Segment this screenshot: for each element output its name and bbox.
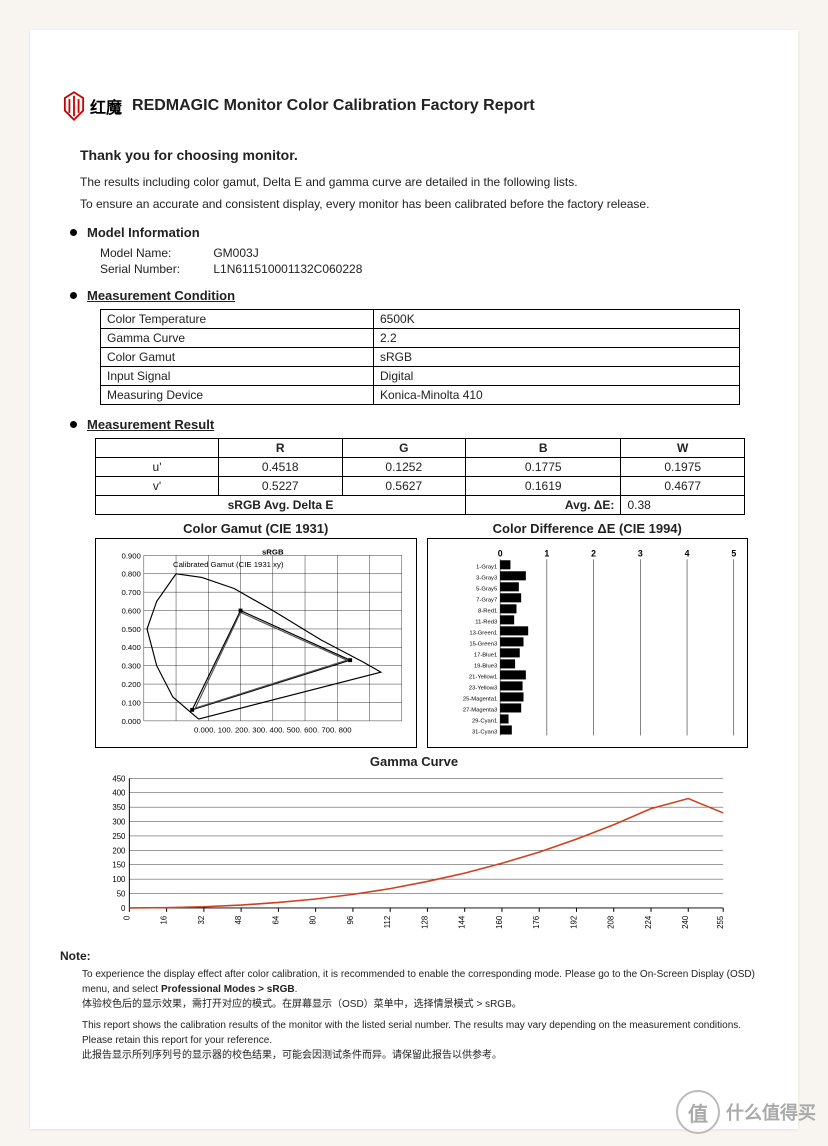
svg-text:128: 128 <box>420 915 429 929</box>
brand-logo: 红魔 <box>60 90 122 122</box>
serial-value: L1N611510001132C060228 <box>213 262 362 276</box>
svg-text:8-Red1: 8-Red1 <box>478 608 497 614</box>
svg-text:0.300: 0.300 <box>121 662 141 671</box>
bullet-icon <box>70 229 77 236</box>
svg-text:200: 200 <box>112 846 126 855</box>
svg-text:11-Red3: 11-Red3 <box>475 619 497 625</box>
intro-line1: The results including color gamut, Delta… <box>80 173 768 191</box>
svg-text:19-Blue3: 19-Blue3 <box>473 663 496 669</box>
note-heading: Note: <box>60 949 768 963</box>
bullet-icon <box>70 421 77 428</box>
redmagic-icon <box>60 90 88 122</box>
model-heading: Model Information <box>70 225 768 240</box>
svg-text:144: 144 <box>458 915 467 929</box>
svg-text:13-Green1: 13-Green1 <box>469 630 497 636</box>
svg-text:80: 80 <box>309 915 318 924</box>
svg-text:160: 160 <box>495 915 504 929</box>
bullet-icon <box>70 292 77 299</box>
gamma-title: Gamma Curve <box>95 754 733 769</box>
svg-text:0: 0 <box>497 548 502 558</box>
svg-text:150: 150 <box>112 861 126 870</box>
svg-text:Calibrated Gamut (CIE 1931 xy): Calibrated Gamut (CIE 1931 xy) <box>173 560 284 569</box>
delta-avg-value: 0.38 <box>621 496 745 515</box>
svg-text:350: 350 <box>112 803 126 812</box>
deltae-title: Color Difference ΔE (CIE 1994) <box>427 521 749 536</box>
note-2: This report shows the calibration result… <box>82 1018 768 1063</box>
result-table: RGBW u'0.45180.12520.17750.1975v'0.52270… <box>95 438 745 515</box>
svg-text:0.500: 0.500 <box>121 625 141 634</box>
intro-line2: To ensure an accurate and consistent dis… <box>80 195 768 213</box>
svg-text:112: 112 <box>383 916 392 929</box>
delta-avg-label: Avg. ΔE: <box>466 496 621 515</box>
svg-text:1: 1 <box>544 548 549 558</box>
svg-text:0.900: 0.900 <box>121 551 141 560</box>
watermark: 值 什么值得买 <box>676 1090 816 1134</box>
svg-text:0.000. 100. 200. 300. 400. 500: 0.000. 100. 200. 300. 400. 500. 600. 700… <box>194 726 352 735</box>
brand-name: 红魔 <box>90 94 122 118</box>
svg-text:192: 192 <box>569 916 578 929</box>
svg-text:27-Magenta3: 27-Magenta3 <box>462 708 496 714</box>
svg-text:5: 5 <box>731 548 736 558</box>
result-heading: Measurement Result <box>70 417 768 432</box>
svg-text:17-Blue1: 17-Blue1 <box>473 652 496 658</box>
report-title: REDMAGIC Monitor Color Calibration Facto… <box>132 97 535 115</box>
svg-text:25-Magenta1: 25-Magenta1 <box>462 696 496 702</box>
svg-text:64: 64 <box>271 915 280 924</box>
svg-text:255: 255 <box>716 915 725 929</box>
svg-text:3-Gray3: 3-Gray3 <box>476 575 497 581</box>
svg-text:0: 0 <box>122 915 131 920</box>
svg-text:15-Green3: 15-Green3 <box>469 641 497 647</box>
svg-text:21-Yellow1: 21-Yellow1 <box>468 674 496 680</box>
svg-text:23-Yellow3: 23-Yellow3 <box>468 685 496 691</box>
charts-row: Color Gamut (CIE 1931) 0.9000.8000.7000.… <box>95 521 748 748</box>
svg-text:3: 3 <box>637 548 642 558</box>
delta-label: sRGB Avg. Delta E <box>96 496 466 515</box>
svg-text:100: 100 <box>112 875 126 884</box>
watermark-badge: 值 <box>676 1090 720 1134</box>
note-1: To experience the display effect after c… <box>82 967 768 1012</box>
svg-text:16: 16 <box>160 915 169 924</box>
condition-heading: Measurement Condition <box>70 288 768 303</box>
thanks-line: Thank you for choosing monitor. <box>80 147 768 163</box>
svg-text:0.100: 0.100 <box>121 698 141 707</box>
svg-text:0.600: 0.600 <box>121 606 141 615</box>
svg-text:208: 208 <box>607 915 616 929</box>
header: 红魔 REDMAGIC Monitor Color Calibration Fa… <box>60 90 768 122</box>
svg-text:0.700: 0.700 <box>121 588 141 597</box>
svg-text:96: 96 <box>346 915 355 924</box>
watermark-text: 什么值得买 <box>726 1099 816 1125</box>
svg-text:1-Gray1: 1-Gray1 <box>476 564 497 570</box>
model-name-row: Model Name: GM003J <box>100 246 768 260</box>
svg-text:224: 224 <box>644 915 653 929</box>
condition-table: Color Temperature6500KGamma Curve2.2Colo… <box>100 309 740 405</box>
svg-text:240: 240 <box>681 915 690 929</box>
svg-text:29-Cyan1: 29-Cyan1 <box>471 719 496 725</box>
gamut-title: Color Gamut (CIE 1931) <box>95 521 417 536</box>
svg-text:48: 48 <box>234 915 243 924</box>
svg-text:2: 2 <box>591 548 596 558</box>
gamut-chart: 0.900 0.800 0.700 0.600 0.500 0.400 0.300 0.200… <box>95 538 417 748</box>
serial-row: Serial Number: L1N611510001132C060228 <box>100 262 768 276</box>
svg-text:400: 400 <box>112 789 126 798</box>
svg-text:sRGB: sRGB <box>262 547 284 556</box>
svg-text:250: 250 <box>112 832 126 841</box>
svg-text:0.000: 0.000 <box>121 717 141 726</box>
svg-text:32: 32 <box>197 916 206 925</box>
svg-text:31-Cyan3: 31-Cyan3 <box>471 730 496 736</box>
svg-text:450: 450 <box>112 774 126 783</box>
svg-text:0.200: 0.200 <box>121 680 141 689</box>
gamma-chart: 0 50 100 150 200 250 300 350 400 450 0 16 32 48 64 80 96… <box>95 771 733 931</box>
svg-text:0: 0 <box>121 904 126 913</box>
svg-text:0.400: 0.400 <box>121 643 141 652</box>
model-name-value: GM003J <box>213 246 258 260</box>
svg-text:4: 4 <box>684 548 689 558</box>
svg-text:300: 300 <box>112 817 126 826</box>
svg-text:50: 50 <box>117 889 126 898</box>
deltae-chart: 0 1 2 3 4 5 1-Gray1 3-Gray3 5-Gray5 7-Gray7 8-Red1… <box>427 538 749 748</box>
svg-text:5-Gray5: 5-Gray5 <box>476 586 497 592</box>
svg-text:7-Gray7: 7-Gray7 <box>476 597 497 603</box>
svg-text:0.800: 0.800 <box>121 570 141 579</box>
report-page: 红魔 REDMAGIC Monitor Color Calibration Fa… <box>30 30 798 1129</box>
svg-text:176: 176 <box>532 915 541 929</box>
